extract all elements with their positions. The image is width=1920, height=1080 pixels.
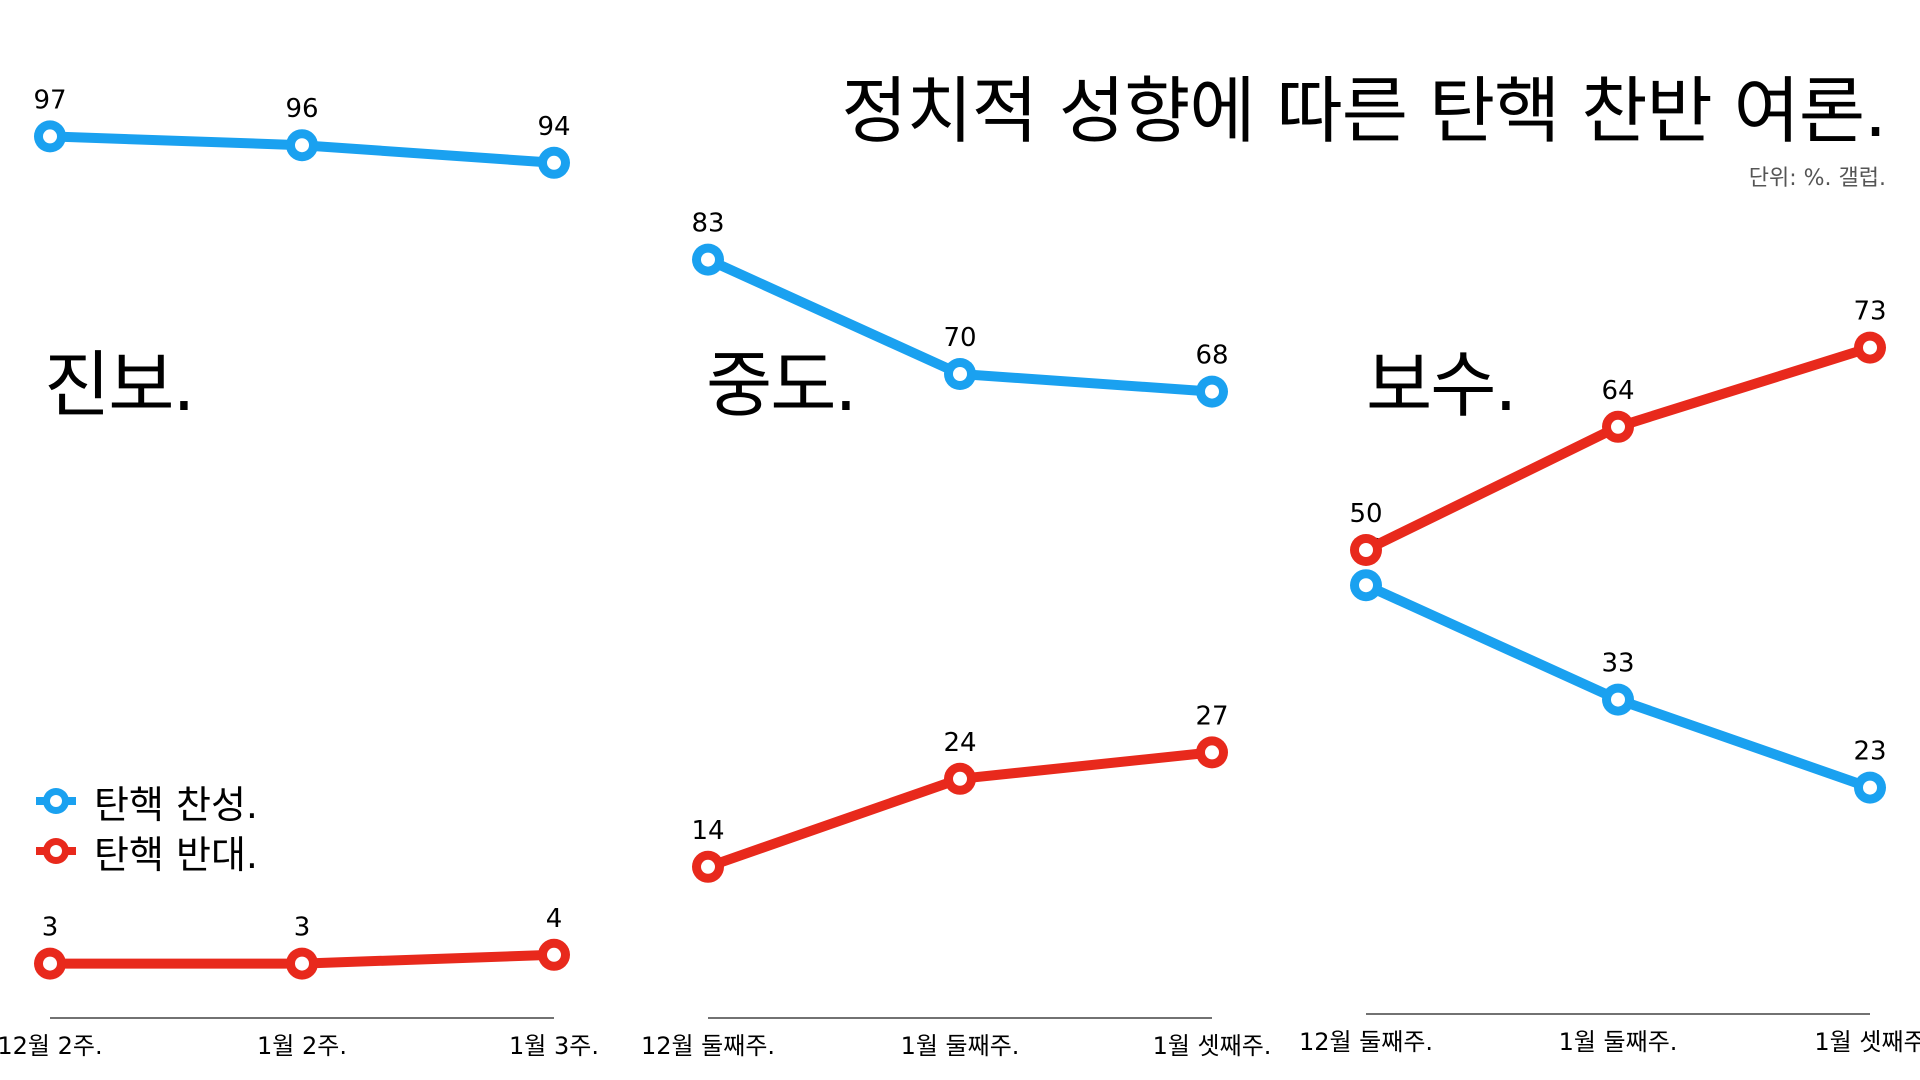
data-point-hole xyxy=(953,367,967,381)
x-tick-label: 1월 3주. xyxy=(509,1032,599,1060)
data-point-hole xyxy=(547,155,561,170)
data-point-hole xyxy=(1863,340,1877,355)
data-label-oppose: 14 xyxy=(691,816,724,846)
data-label-oppose: 3 xyxy=(42,913,59,943)
data-point-hole xyxy=(701,252,715,267)
data-label-oppose: 27 xyxy=(1195,701,1228,731)
data-point-hole xyxy=(701,859,715,874)
data-point-hole xyxy=(547,947,561,962)
data-label-oppose: 4 xyxy=(546,904,563,934)
data-point-hole xyxy=(43,129,57,144)
legend: 탄핵 찬성. 탄핵 반대. xyxy=(36,776,258,877)
x-tick-label: 1월 셋째주 xyxy=(1814,1028,1920,1056)
data-point-hole xyxy=(295,956,309,971)
panel-0: 12월 2주. 1월 2주. 1월 3주. 97 96 94 3 3 4 xyxy=(0,85,599,1060)
legend-item-support: 탄핵 찬성. xyxy=(36,776,258,827)
panel-1: 12월 둘째주. 1월 둘째주. 1월 셋째주. 83 70 68 14 24 27 xyxy=(641,209,1271,1060)
x-tick-label: 12월 둘째주. xyxy=(641,1032,775,1060)
panel-title-conservative: 보수. xyxy=(1366,343,1517,427)
data-label-oppose: 24 xyxy=(943,728,976,758)
data-point-hole xyxy=(1359,543,1373,557)
data-label-support: 70 xyxy=(943,323,976,353)
chart-subtitle: 단위: %. 갤럽. xyxy=(1748,166,1886,191)
x-tick-label: 12월 둘째주. xyxy=(1299,1028,1433,1056)
legend-label-oppose: 탄핵 반대. xyxy=(94,832,258,877)
x-tick-label: 1월 셋째주. xyxy=(1153,1032,1272,1060)
data-label-support: 83 xyxy=(691,209,724,239)
panel-title-moderate: 중도. xyxy=(706,343,857,427)
chart-title: 정치적 성향에 따른 탄핵 찬반 여론. xyxy=(841,69,1887,153)
data-label-support: 23 xyxy=(1853,737,1886,767)
data-label-oppose: 64 xyxy=(1601,376,1634,406)
data-label-oppose: 73 xyxy=(1853,297,1886,327)
data-point-hole xyxy=(953,771,967,786)
data-label-oppose: 50 xyxy=(1349,499,1382,529)
data-point-hole xyxy=(1205,745,1219,760)
data-point-hole xyxy=(1205,384,1219,399)
x-tick-label: 1월 둘째주. xyxy=(901,1032,1020,1060)
data-point-hole xyxy=(1359,578,1373,593)
data-point-hole xyxy=(1863,780,1877,795)
panel-title-progressive: 진보. xyxy=(44,343,195,427)
data-point-hole xyxy=(1611,419,1625,434)
x-tick-label: 1월 둘째주. xyxy=(1559,1028,1678,1056)
x-tick-label: 12월 2주. xyxy=(0,1032,103,1060)
legend-label-support: 탄핵 찬성. xyxy=(94,782,258,827)
data-point-hole xyxy=(43,956,57,971)
data-point-hole xyxy=(1611,692,1625,707)
legend-marker-support xyxy=(36,788,76,814)
legend-marker-oppose xyxy=(36,838,76,864)
data-label-support: 96 xyxy=(285,94,318,124)
panel-2: 12월 둘째주.1월 둘째주.1월 셋째주463323506473 xyxy=(1299,297,1920,1056)
data-label-support: 97 xyxy=(33,85,66,115)
data-label-support: 33 xyxy=(1601,649,1634,679)
data-point-hole xyxy=(295,138,309,153)
data-label-support: 68 xyxy=(1195,341,1228,371)
data-label-support: 94 xyxy=(537,112,570,142)
legend-item-oppose: 탄핵 반대. xyxy=(36,826,258,877)
data-label-oppose: 3 xyxy=(294,913,311,943)
x-tick-label: 1월 2주. xyxy=(257,1032,347,1060)
